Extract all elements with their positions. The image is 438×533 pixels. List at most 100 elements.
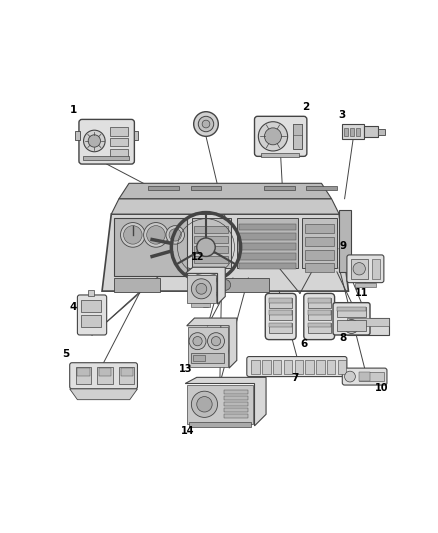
FancyBboxPatch shape: [265, 294, 296, 340]
Bar: [251, 360, 260, 374]
Polygon shape: [187, 318, 237, 368]
Bar: [239, 224, 296, 230]
FancyBboxPatch shape: [333, 303, 370, 335]
Bar: [304, 251, 334, 260]
Circle shape: [345, 371, 355, 382]
Bar: [189, 422, 251, 427]
Bar: [188, 327, 228, 367]
Text: 13: 13: [179, 364, 193, 374]
Bar: [269, 322, 292, 327]
FancyBboxPatch shape: [78, 295, 107, 335]
Bar: [239, 253, 296, 260]
Bar: [347, 318, 389, 335]
Bar: [81, 315, 101, 327]
Bar: [304, 224, 334, 233]
Bar: [316, 360, 325, 374]
Bar: [269, 322, 292, 333]
Circle shape: [191, 391, 218, 417]
Bar: [378, 128, 385, 135]
Bar: [224, 396, 248, 400]
Bar: [304, 237, 334, 246]
Circle shape: [212, 336, 221, 346]
Bar: [194, 225, 228, 232]
Bar: [224, 408, 248, 412]
Circle shape: [147, 225, 165, 244]
Circle shape: [198, 116, 214, 132]
Bar: [359, 372, 370, 381]
Bar: [337, 320, 366, 331]
Text: 9: 9: [339, 241, 346, 251]
Bar: [359, 372, 384, 381]
Bar: [75, 131, 80, 140]
Bar: [269, 310, 292, 315]
Bar: [337, 306, 366, 311]
Circle shape: [191, 279, 212, 299]
Text: 11: 11: [355, 288, 368, 298]
FancyBboxPatch shape: [70, 363, 138, 389]
Bar: [306, 185, 337, 190]
FancyBboxPatch shape: [342, 368, 387, 385]
Circle shape: [120, 223, 145, 247]
Bar: [239, 244, 296, 249]
Bar: [113, 218, 187, 276]
Text: 3: 3: [339, 110, 346, 120]
Circle shape: [88, 135, 100, 147]
Circle shape: [193, 336, 202, 346]
FancyBboxPatch shape: [304, 294, 335, 340]
Text: 8: 8: [339, 333, 346, 343]
Bar: [269, 298, 292, 303]
Bar: [371, 259, 380, 279]
Text: 1: 1: [70, 105, 77, 115]
Bar: [237, 218, 298, 268]
Circle shape: [208, 333, 224, 350]
Bar: [355, 282, 376, 287]
Bar: [339, 210, 351, 272]
Text: 7: 7: [291, 373, 299, 383]
Polygon shape: [111, 199, 339, 214]
Bar: [342, 124, 364, 140]
Bar: [78, 368, 90, 376]
Bar: [284, 360, 292, 374]
Circle shape: [345, 320, 358, 334]
Text: 4: 4: [70, 302, 77, 312]
Circle shape: [144, 223, 168, 247]
Bar: [110, 127, 128, 135]
Bar: [294, 360, 303, 374]
FancyBboxPatch shape: [247, 357, 347, 377]
Circle shape: [196, 284, 207, 294]
Circle shape: [169, 229, 181, 241]
Circle shape: [84, 130, 105, 152]
Bar: [305, 360, 314, 374]
Bar: [327, 360, 336, 374]
Text: 14: 14: [181, 425, 195, 435]
Bar: [351, 259, 367, 279]
Bar: [120, 368, 133, 376]
Bar: [273, 360, 282, 374]
Bar: [224, 390, 248, 393]
Bar: [302, 218, 337, 268]
Bar: [307, 310, 331, 315]
Polygon shape: [119, 183, 332, 199]
FancyBboxPatch shape: [254, 116, 307, 156]
Polygon shape: [70, 389, 138, 400]
Bar: [338, 360, 346, 374]
FancyBboxPatch shape: [347, 255, 384, 282]
Bar: [239, 233, 296, 239]
Polygon shape: [185, 267, 225, 304]
Bar: [134, 131, 138, 140]
Bar: [187, 275, 216, 303]
Bar: [307, 298, 331, 308]
Bar: [76, 367, 91, 384]
Bar: [350, 128, 354, 135]
Bar: [337, 306, 366, 317]
Bar: [261, 152, 299, 157]
Bar: [83, 156, 129, 160]
Bar: [187, 385, 253, 424]
Bar: [307, 298, 331, 303]
Bar: [148, 185, 179, 190]
Bar: [192, 278, 269, 292]
Text: 2: 2: [302, 102, 310, 112]
Circle shape: [194, 112, 218, 136]
Circle shape: [258, 122, 288, 151]
Circle shape: [202, 120, 210, 128]
